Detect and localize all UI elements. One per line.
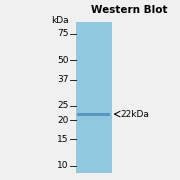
Text: 10: 10 (57, 161, 68, 170)
Text: 37: 37 (57, 75, 68, 84)
Text: Western Blot: Western Blot (91, 5, 168, 15)
Text: 15: 15 (57, 135, 68, 144)
Text: 20: 20 (57, 116, 68, 125)
Text: 22kDa: 22kDa (121, 110, 149, 119)
Text: 75: 75 (57, 29, 68, 38)
Text: 25: 25 (57, 101, 68, 110)
Bar (76, 22, 112, 173)
Text: kDa: kDa (51, 17, 68, 26)
Bar (77, 113, 110, 116)
Text: 50: 50 (57, 56, 68, 65)
